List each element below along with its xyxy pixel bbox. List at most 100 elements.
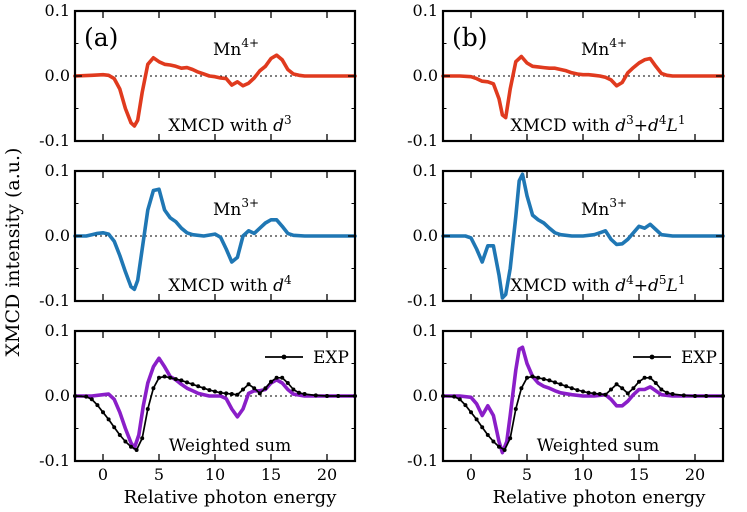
data-point bbox=[179, 378, 184, 383]
config-label-part: d bbox=[615, 116, 626, 136]
x-tick-label: 20 bbox=[317, 465, 337, 484]
x-tick-label: 5 bbox=[154, 465, 164, 484]
data-point bbox=[614, 382, 619, 387]
config-label-part: d bbox=[273, 116, 284, 136]
series-line-0 bbox=[441, 54, 725, 120]
config-label: XMCD with d4 bbox=[168, 273, 292, 296]
data-point bbox=[625, 391, 630, 396]
data-point bbox=[134, 447, 139, 452]
y-tick-label: 0.1 bbox=[45, 1, 70, 20]
data-point bbox=[620, 386, 625, 391]
config-label: XMCD with d3+d4L1 bbox=[511, 113, 686, 136]
config-label-part: 4 bbox=[284, 273, 292, 287]
data-point bbox=[485, 433, 490, 437]
ion-label-charge: 3+ bbox=[241, 196, 259, 210]
config-label-part: 4 bbox=[659, 113, 667, 127]
x-tick-label: 0 bbox=[98, 465, 108, 484]
y-tick-label: 0.0 bbox=[45, 386, 70, 405]
data-point bbox=[129, 444, 133, 449]
data-point bbox=[302, 392, 307, 397]
data-point bbox=[536, 375, 541, 380]
data-point bbox=[140, 436, 145, 441]
panel-label-b: (b) bbox=[452, 23, 488, 52]
data-point bbox=[325, 394, 329, 398]
legend-marker bbox=[649, 354, 655, 360]
y-tick-label: -0.1 bbox=[407, 451, 438, 470]
y-tick-label: -0.1 bbox=[39, 291, 70, 310]
data-point bbox=[145, 407, 150, 411]
x-tick-label: 20 bbox=[685, 465, 705, 484]
data-point bbox=[530, 374, 535, 379]
config-label-part: L bbox=[666, 276, 678, 296]
y-tick-label: 0.0 bbox=[413, 226, 438, 245]
x-tick-label: 10 bbox=[205, 465, 225, 484]
data-point bbox=[235, 392, 240, 397]
data-point bbox=[513, 407, 518, 411]
config-label-part: d bbox=[615, 276, 626, 296]
data-point bbox=[704, 394, 709, 398]
data-point bbox=[106, 417, 111, 422]
data-point bbox=[168, 375, 173, 380]
data-point bbox=[201, 386, 206, 391]
data-point bbox=[196, 384, 201, 389]
data-point bbox=[569, 386, 574, 391]
y-tick-label: 0.1 bbox=[413, 321, 438, 340]
config-label-text: XMCD with bbox=[168, 276, 273, 296]
config-label: Weighted sum bbox=[537, 436, 659, 456]
data-point bbox=[84, 394, 89, 399]
data-point bbox=[659, 387, 664, 392]
data-point bbox=[336, 394, 341, 398]
y-tick-label: 0.0 bbox=[45, 66, 70, 85]
y-tick-label: -0.1 bbox=[39, 131, 70, 150]
panel-b-row-3: 0 5 10 15 20 -0.1 0.0 0.1 Weighted sum EXP bbox=[407, 321, 725, 484]
y-tick-label: 0.0 bbox=[413, 386, 438, 405]
config-label-part: 1 bbox=[678, 273, 686, 287]
config-label-part: + bbox=[634, 276, 648, 296]
config-label-part: d bbox=[273, 276, 284, 296]
x-tick-label: 10 bbox=[573, 465, 593, 484]
data-point bbox=[213, 389, 217, 394]
data-point bbox=[89, 397, 94, 402]
data-point bbox=[592, 391, 597, 396]
data-point bbox=[564, 384, 569, 389]
data-point bbox=[575, 388, 580, 393]
y-tick-label: 0.0 bbox=[45, 226, 70, 245]
data-point bbox=[502, 447, 507, 452]
data-point bbox=[190, 382, 195, 387]
data-point bbox=[469, 410, 473, 415]
config-label-part: 4 bbox=[626, 273, 634, 287]
config-label-part: 5 bbox=[659, 273, 667, 287]
panel-a-row-3: 0 5 10 15 20 -0.1 0.0 0.1 Weighted sum EXP bbox=[39, 321, 357, 484]
legend-marker bbox=[281, 354, 287, 360]
data-point bbox=[229, 392, 234, 397]
x-axis-label-left: Relative photon energy bbox=[124, 487, 338, 508]
config-label-part: d bbox=[648, 276, 659, 296]
data-point bbox=[547, 378, 552, 383]
data-point bbox=[218, 390, 223, 395]
config-label-part: L bbox=[666, 116, 678, 136]
data-point bbox=[681, 393, 686, 398]
config-label-text: XMCD with bbox=[168, 116, 273, 136]
config-label: Weighted sum bbox=[169, 436, 291, 456]
panel-label-a: (a) bbox=[84, 23, 118, 52]
data-point bbox=[162, 374, 167, 379]
y-tick-label: 0.1 bbox=[45, 161, 70, 180]
y-tick-label: -0.1 bbox=[407, 291, 438, 310]
data-point bbox=[269, 379, 273, 384]
ion-label: Mn3+ bbox=[213, 196, 259, 220]
data-point bbox=[665, 390, 669, 395]
x-tick-label: 15 bbox=[629, 465, 649, 484]
data-point bbox=[457, 397, 462, 402]
data-point bbox=[452, 394, 457, 399]
data-point bbox=[609, 387, 613, 392]
x-tick-label: 0 bbox=[466, 465, 476, 484]
config-label-part: 1 bbox=[678, 113, 686, 127]
data-point bbox=[525, 375, 529, 380]
data-point bbox=[491, 439, 496, 444]
y-tick-label: 0.1 bbox=[413, 161, 438, 180]
config-label-text: Weighted sum bbox=[169, 436, 291, 456]
ion-label-base: Mn bbox=[213, 40, 241, 60]
